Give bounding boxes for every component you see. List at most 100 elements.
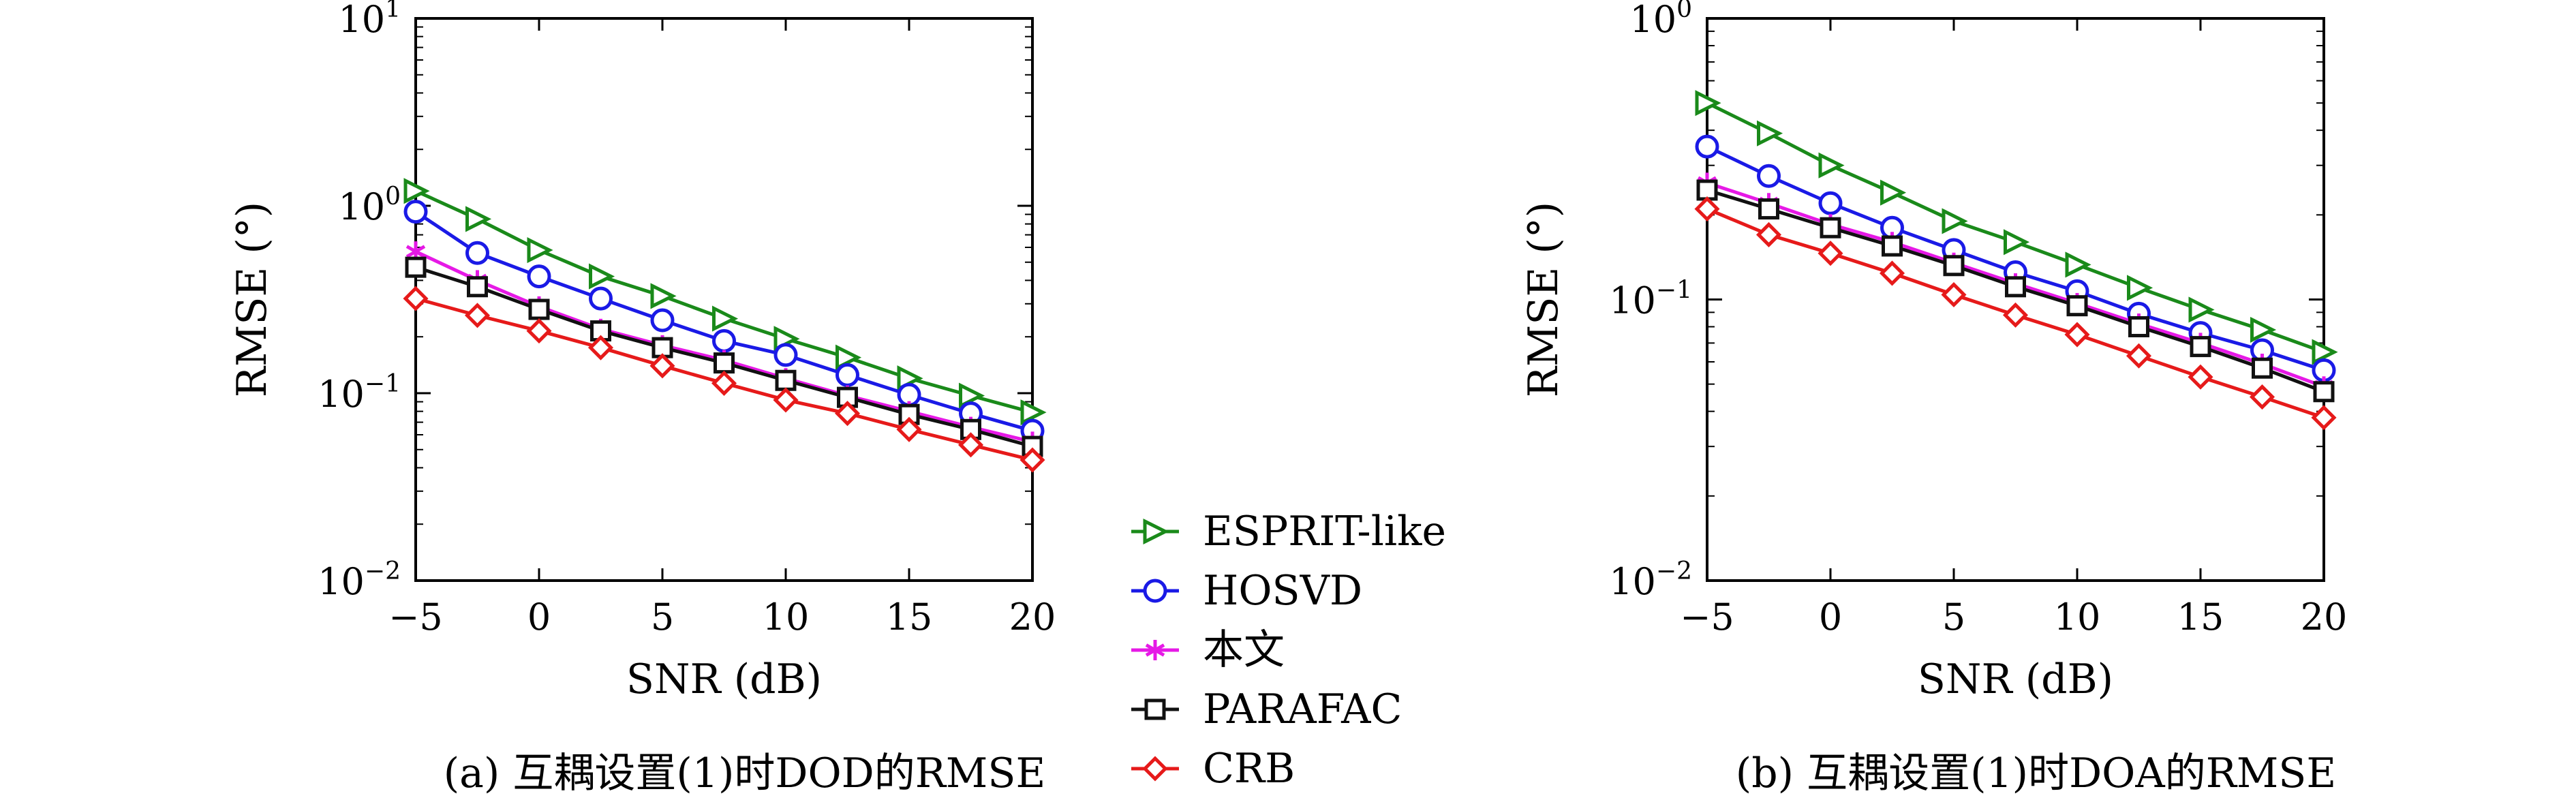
plot-area-frame [1706,17,2325,582]
data-point [1882,235,1903,257]
x-tick-label: −5 [388,596,443,639]
legend-entry: 本文 [1131,626,1285,674]
legend: ESPRIT-like HOSVD 本文 PARAFAC CRB [1131,508,1446,793]
data-point [1942,208,1968,234]
x-tick-label: −5 [1680,596,1734,639]
data-point [403,178,430,204]
data-point [711,370,737,396]
data-point [957,432,984,458]
x-tick-label: 0 [527,596,551,639]
data-point [2311,405,2337,431]
data-point [712,305,739,332]
x-axis-label: SNR (dB) [1918,656,2113,703]
data-point [2127,275,2153,301]
x-tick-label: 10 [763,596,810,639]
data-point [2188,364,2213,390]
data-point [1019,447,1045,473]
data-point [1694,196,1720,222]
data-point [959,382,985,409]
data-point [775,369,797,391]
y-axis-label: RMSE (°) [228,202,276,397]
data-point [896,416,922,442]
figure-caption: (a) 互耦设置(1)时DOD的RMSE [444,750,1046,797]
data-point [589,286,613,311]
data-point [2252,357,2273,379]
y-tick-label: 100 [1629,0,1692,41]
data-point [528,298,550,320]
legend-entry: ESPRIT-like [1131,508,1446,555]
data-point [527,264,551,289]
series-triangle-right [403,178,1047,426]
legend-entry: PARAFAC [1131,686,1402,733]
data-point [1880,179,1907,206]
x-axis-label: SNR (dB) [626,656,822,703]
chart-panel-a: −5 0 5 10 15 20 101 100 10−1 10−2 SNR (dB) RMSE (°)… [228,0,1056,797]
legend-label: HOSVD [1203,567,1362,615]
series-circle [1695,134,2336,382]
x-tick-label: 20 [2301,596,2348,639]
data-point [1941,281,1967,308]
figure-caption: (b) 互耦设置(1)时DOA的RMSE [1736,750,2336,797]
data-point [650,308,675,333]
data-point [712,328,736,353]
data-point [834,401,861,427]
legend-entry: HOSVD [1131,567,1362,615]
data-point [649,353,675,379]
data-point [527,237,553,264]
x-tick-label: 10 [2054,596,2101,639]
data-point [1879,260,1905,286]
data-point [2188,296,2215,323]
series-diamond [1694,196,2337,431]
legend-marker [1145,640,1165,660]
data-point [465,206,492,232]
data-point [2250,316,2277,343]
data-point [1818,241,1843,266]
data-point [1818,152,1845,179]
data-point [2002,302,2029,328]
y-tick-label: 10−1 [1609,277,1692,322]
data-point [835,363,859,387]
data-point [1757,120,1783,147]
data-point [2312,339,2338,365]
data-point [464,303,491,328]
data-point [587,335,614,360]
data-point [1695,134,1719,159]
data-point [2249,384,2275,410]
data-point [403,200,428,224]
data-point [467,276,488,298]
series-square [1696,179,2335,403]
x-tick-label: 5 [1942,596,1965,639]
data-point [2128,316,2149,337]
series-line [1706,144,2325,372]
y-tick-label: 10−2 [1609,557,1692,603]
data-point [773,387,799,413]
data-point [2004,229,2030,256]
y-tick-label: 101 [338,0,401,41]
x-tick-label: 5 [651,596,674,639]
data-point [1818,191,1843,215]
data-point [835,344,862,371]
data-point [2313,381,2335,403]
data-point [714,352,735,374]
data-point [2064,322,2090,348]
series-triangle-right [1695,90,2338,365]
series-circle [403,200,1045,443]
data-point [1943,255,1965,277]
data-point [405,256,427,278]
data-point [465,241,489,265]
y-tick-label: 100 [338,183,401,228]
data-point [1695,90,1721,117]
legend-entry: CRB [1131,745,1295,793]
legend-marker [1143,579,1167,603]
legend-label: ESPRIT-like [1203,508,1446,555]
x-tick-label: 20 [1009,596,1056,639]
data-point [773,343,798,367]
legend-label: 本文 [1203,626,1285,674]
y-tick-label: 10−2 [318,557,401,603]
series-diamond [403,286,1045,473]
x-tick-label: 15 [2177,596,2224,639]
legend-marker [1143,518,1169,545]
data-point [1757,164,1781,188]
data-point [1755,221,1782,247]
